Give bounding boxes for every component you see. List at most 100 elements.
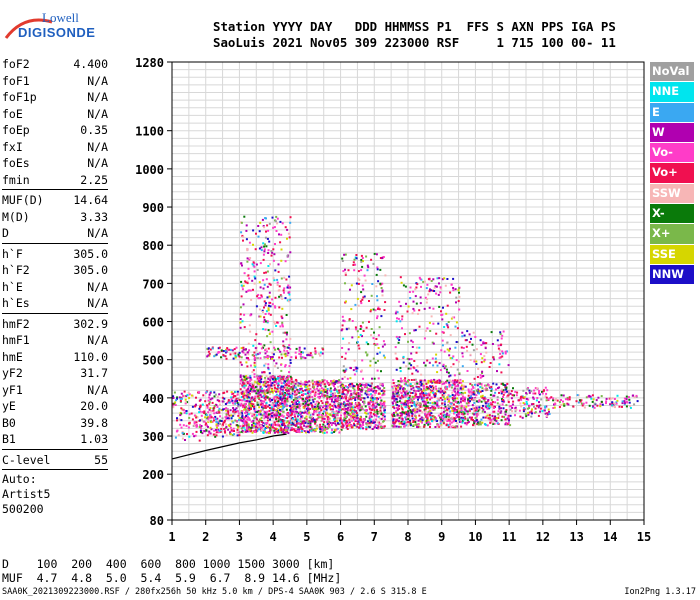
echo-pixel [244, 280, 247, 283]
echo-pixel [291, 422, 294, 425]
echo-pixel [427, 411, 430, 414]
echo-pixel [245, 421, 248, 424]
echo-pixel [449, 395, 452, 398]
param-row: MUF(D) 14.64 [2, 192, 108, 209]
echo-pixel [249, 399, 252, 401]
echo-pixel [404, 392, 407, 395]
echo-pixel [253, 364, 256, 367]
echo-pixel [378, 387, 381, 390]
echo-pixel [461, 421, 464, 424]
param-label: C-level [2, 452, 51, 467]
echo-pixel [274, 404, 277, 407]
echo-pixel [224, 423, 227, 426]
echo-pixel [309, 426, 312, 429]
echo-pixel [425, 405, 428, 408]
echo-pixel [327, 426, 330, 428]
echo-pixel [366, 386, 368, 389]
echo-pixel [362, 384, 365, 387]
echo-pixel [473, 413, 476, 416]
echo-pixel [303, 383, 306, 386]
echo-pixel [475, 400, 478, 403]
echo-pixel [369, 401, 372, 404]
echo-pixel [422, 396, 425, 399]
echo-pixel [419, 278, 422, 281]
echo-pixel [329, 389, 332, 392]
echo-pixel [408, 358, 411, 361]
echo-pixel [444, 409, 447, 412]
echo-pixel [520, 405, 523, 408]
echo-pixel [600, 395, 603, 398]
echo-pixel [263, 417, 266, 420]
echo-pixel [425, 414, 428, 417]
echo-pixel [232, 421, 235, 424]
echo-pixel [621, 402, 624, 405]
echo-pixel [263, 413, 266, 416]
echo-pixel [376, 426, 379, 429]
echo-pixel [370, 395, 373, 398]
echo-pixel [201, 418, 204, 421]
echo-pixel [230, 429, 233, 432]
echo-pixel [453, 408, 456, 411]
echo-pixel [241, 264, 243, 267]
echo-pixel [439, 291, 442, 294]
echo-pixel [431, 385, 434, 388]
echo-pixel [381, 282, 384, 285]
echo-pixel [447, 418, 450, 421]
echo-pixel [368, 300, 370, 302]
echo-pixel [451, 425, 454, 427]
echo-pixel [456, 391, 459, 394]
echo-pixel [343, 320, 346, 323]
echo-pixel [311, 395, 314, 398]
echo-pixel [346, 386, 349, 389]
echo-pixel [494, 391, 497, 394]
echo-pixel [286, 237, 288, 240]
echo-pixel [372, 390, 375, 393]
echo-pixel [504, 418, 507, 421]
echo-pixel [249, 364, 252, 367]
echo-pixel [552, 397, 555, 400]
echo-pixel [504, 384, 506, 387]
echo-pixel [467, 404, 470, 407]
echo-pixel [409, 297, 412, 300]
param-label: h`Es [2, 296, 30, 310]
echo-pixel [281, 401, 284, 403]
echo-pixel [237, 397, 240, 400]
echo-pixel [442, 365, 445, 368]
echo-pixel [240, 356, 243, 359]
echo-pixel [396, 392, 399, 395]
echo-pixel [455, 420, 457, 422]
echo-pixel [183, 390, 186, 393]
echo-pixel [223, 421, 226, 424]
echo-pixel [243, 386, 246, 389]
echo-pixel [271, 356, 274, 358]
echo-pixel [420, 373, 423, 376]
echo-pixel [291, 428, 293, 431]
echo-pixel [399, 377, 402, 380]
echo-pixel [293, 386, 296, 389]
echo-pixel [420, 285, 422, 288]
echo-pixel [300, 426, 303, 429]
echo-pixel [221, 396, 224, 399]
echo-pixel [425, 388, 428, 391]
echo-pixel [538, 393, 541, 396]
echo-pixel [333, 385, 335, 388]
echo-pixel [344, 398, 347, 401]
echo-pixel [625, 400, 628, 403]
echo-pixel [246, 260, 249, 263]
echo-pixel [180, 426, 183, 429]
echo-pixel [208, 432, 211, 435]
echo-pixel [473, 424, 476, 427]
echo-pixel [539, 410, 541, 413]
echo-pixel [293, 402, 296, 405]
echo-pixel [215, 420, 218, 423]
echo-pixel [373, 386, 376, 389]
echo-pixel [281, 321, 284, 324]
echo-pixel [468, 409, 471, 412]
echo-pixel [272, 402, 275, 404]
echo-pixel [194, 434, 197, 437]
echo-pixel [399, 387, 402, 390]
echo-pixel [256, 395, 259, 398]
echo-pixel [258, 342, 261, 345]
echo-pixel [242, 422, 245, 425]
echo-pixel [436, 425, 439, 428]
